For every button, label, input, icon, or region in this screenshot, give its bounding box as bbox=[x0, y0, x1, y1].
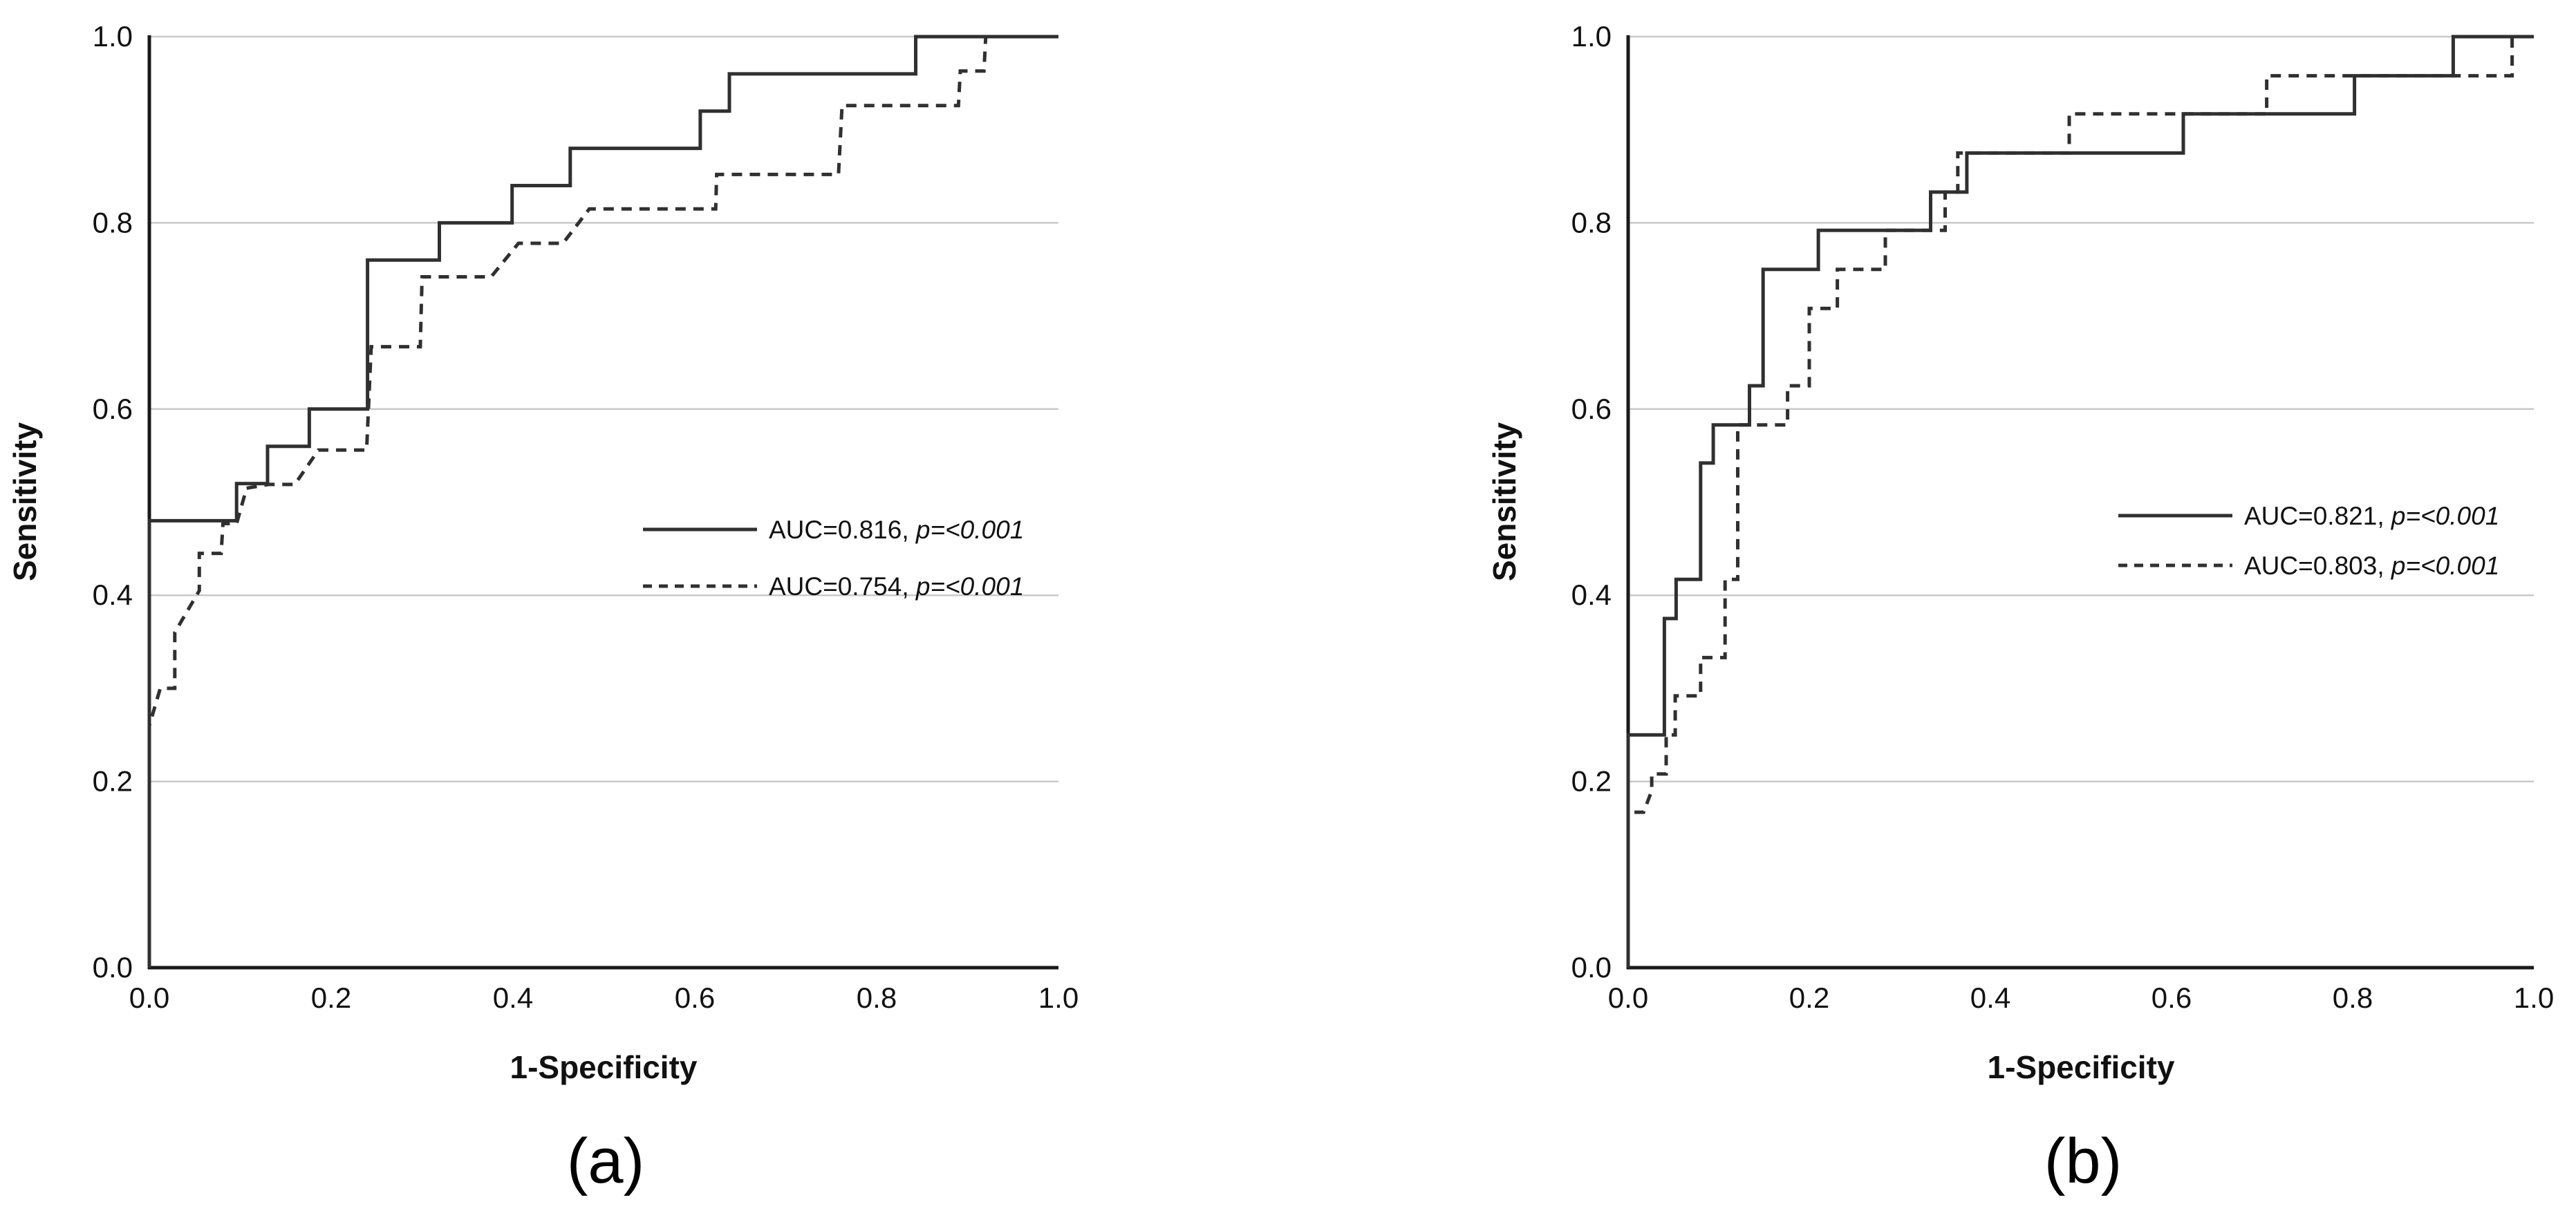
x-tick-label-a: 0.0 bbox=[129, 981, 169, 1014]
x-tick-label-b: 0.8 bbox=[2333, 981, 2373, 1014]
y-tick-label-a: 0.0 bbox=[93, 951, 133, 984]
x-axis-title-b: 1-Specificity bbox=[1988, 1049, 2175, 1085]
legend-label-a: AUC=0.754, p=<0.001 bbox=[769, 572, 1024, 601]
y-tick-label-a: 1.0 bbox=[93, 20, 133, 53]
y-tick-label-b: 0.6 bbox=[1571, 393, 1612, 425]
panel-b-caption: (b) bbox=[2044, 1126, 2122, 1196]
y-tick-label-b: 0.4 bbox=[1571, 579, 1612, 611]
y-tick-label-b: 0.2 bbox=[1571, 765, 1612, 798]
y-tick-label-a: 0.8 bbox=[93, 206, 133, 238]
x-tick-label-b: 1.0 bbox=[2514, 981, 2554, 1014]
y-tick-label-a: 0.2 bbox=[93, 765, 133, 798]
roc-curve-solid-b bbox=[1626, 35, 2534, 968]
roc-curve-dashed-a bbox=[147, 35, 1058, 968]
y-tick-label-b: 0.8 bbox=[1571, 206, 1612, 238]
x-tick-label-a: 0.4 bbox=[493, 981, 533, 1014]
x-tick-label-a: 0.8 bbox=[857, 981, 897, 1014]
y-tick-label-b: 1.0 bbox=[1571, 20, 1612, 53]
x-tick-label-b: 0.0 bbox=[1608, 981, 1648, 1014]
x-tick-label-b: 0.6 bbox=[2152, 981, 2192, 1014]
roc-curve-solid-a bbox=[147, 35, 1058, 968]
y-tick-label-b: 0.0 bbox=[1571, 951, 1612, 984]
x-tick-label-a: 1.0 bbox=[1038, 981, 1079, 1014]
x-tick-label-a: 0.6 bbox=[675, 981, 715, 1014]
x-tick-label-b: 0.2 bbox=[1789, 981, 1829, 1014]
y-tick-label-a: 0.4 bbox=[93, 579, 133, 611]
y-tick-label-a: 0.6 bbox=[93, 393, 133, 425]
y-axis-title-a: Sensitivity bbox=[7, 422, 43, 582]
panel-a-caption: (a) bbox=[566, 1126, 645, 1196]
x-axis-title-a: 1-Specificity bbox=[510, 1049, 698, 1085]
roc-curve-dashed-b bbox=[1626, 35, 2534, 968]
y-axis-title-b: Sensitivity bbox=[1486, 422, 1522, 582]
x-tick-label-a: 0.2 bbox=[311, 981, 351, 1014]
x-tick-label-b: 0.4 bbox=[1970, 981, 2010, 1014]
legend-label-b: AUC=0.803, p=<0.001 bbox=[2244, 552, 2499, 580]
legend-label-b: AUC=0.821, p=<0.001 bbox=[2244, 502, 2499, 530]
legend-label-a: AUC=0.816, p=<0.001 bbox=[769, 516, 1024, 544]
